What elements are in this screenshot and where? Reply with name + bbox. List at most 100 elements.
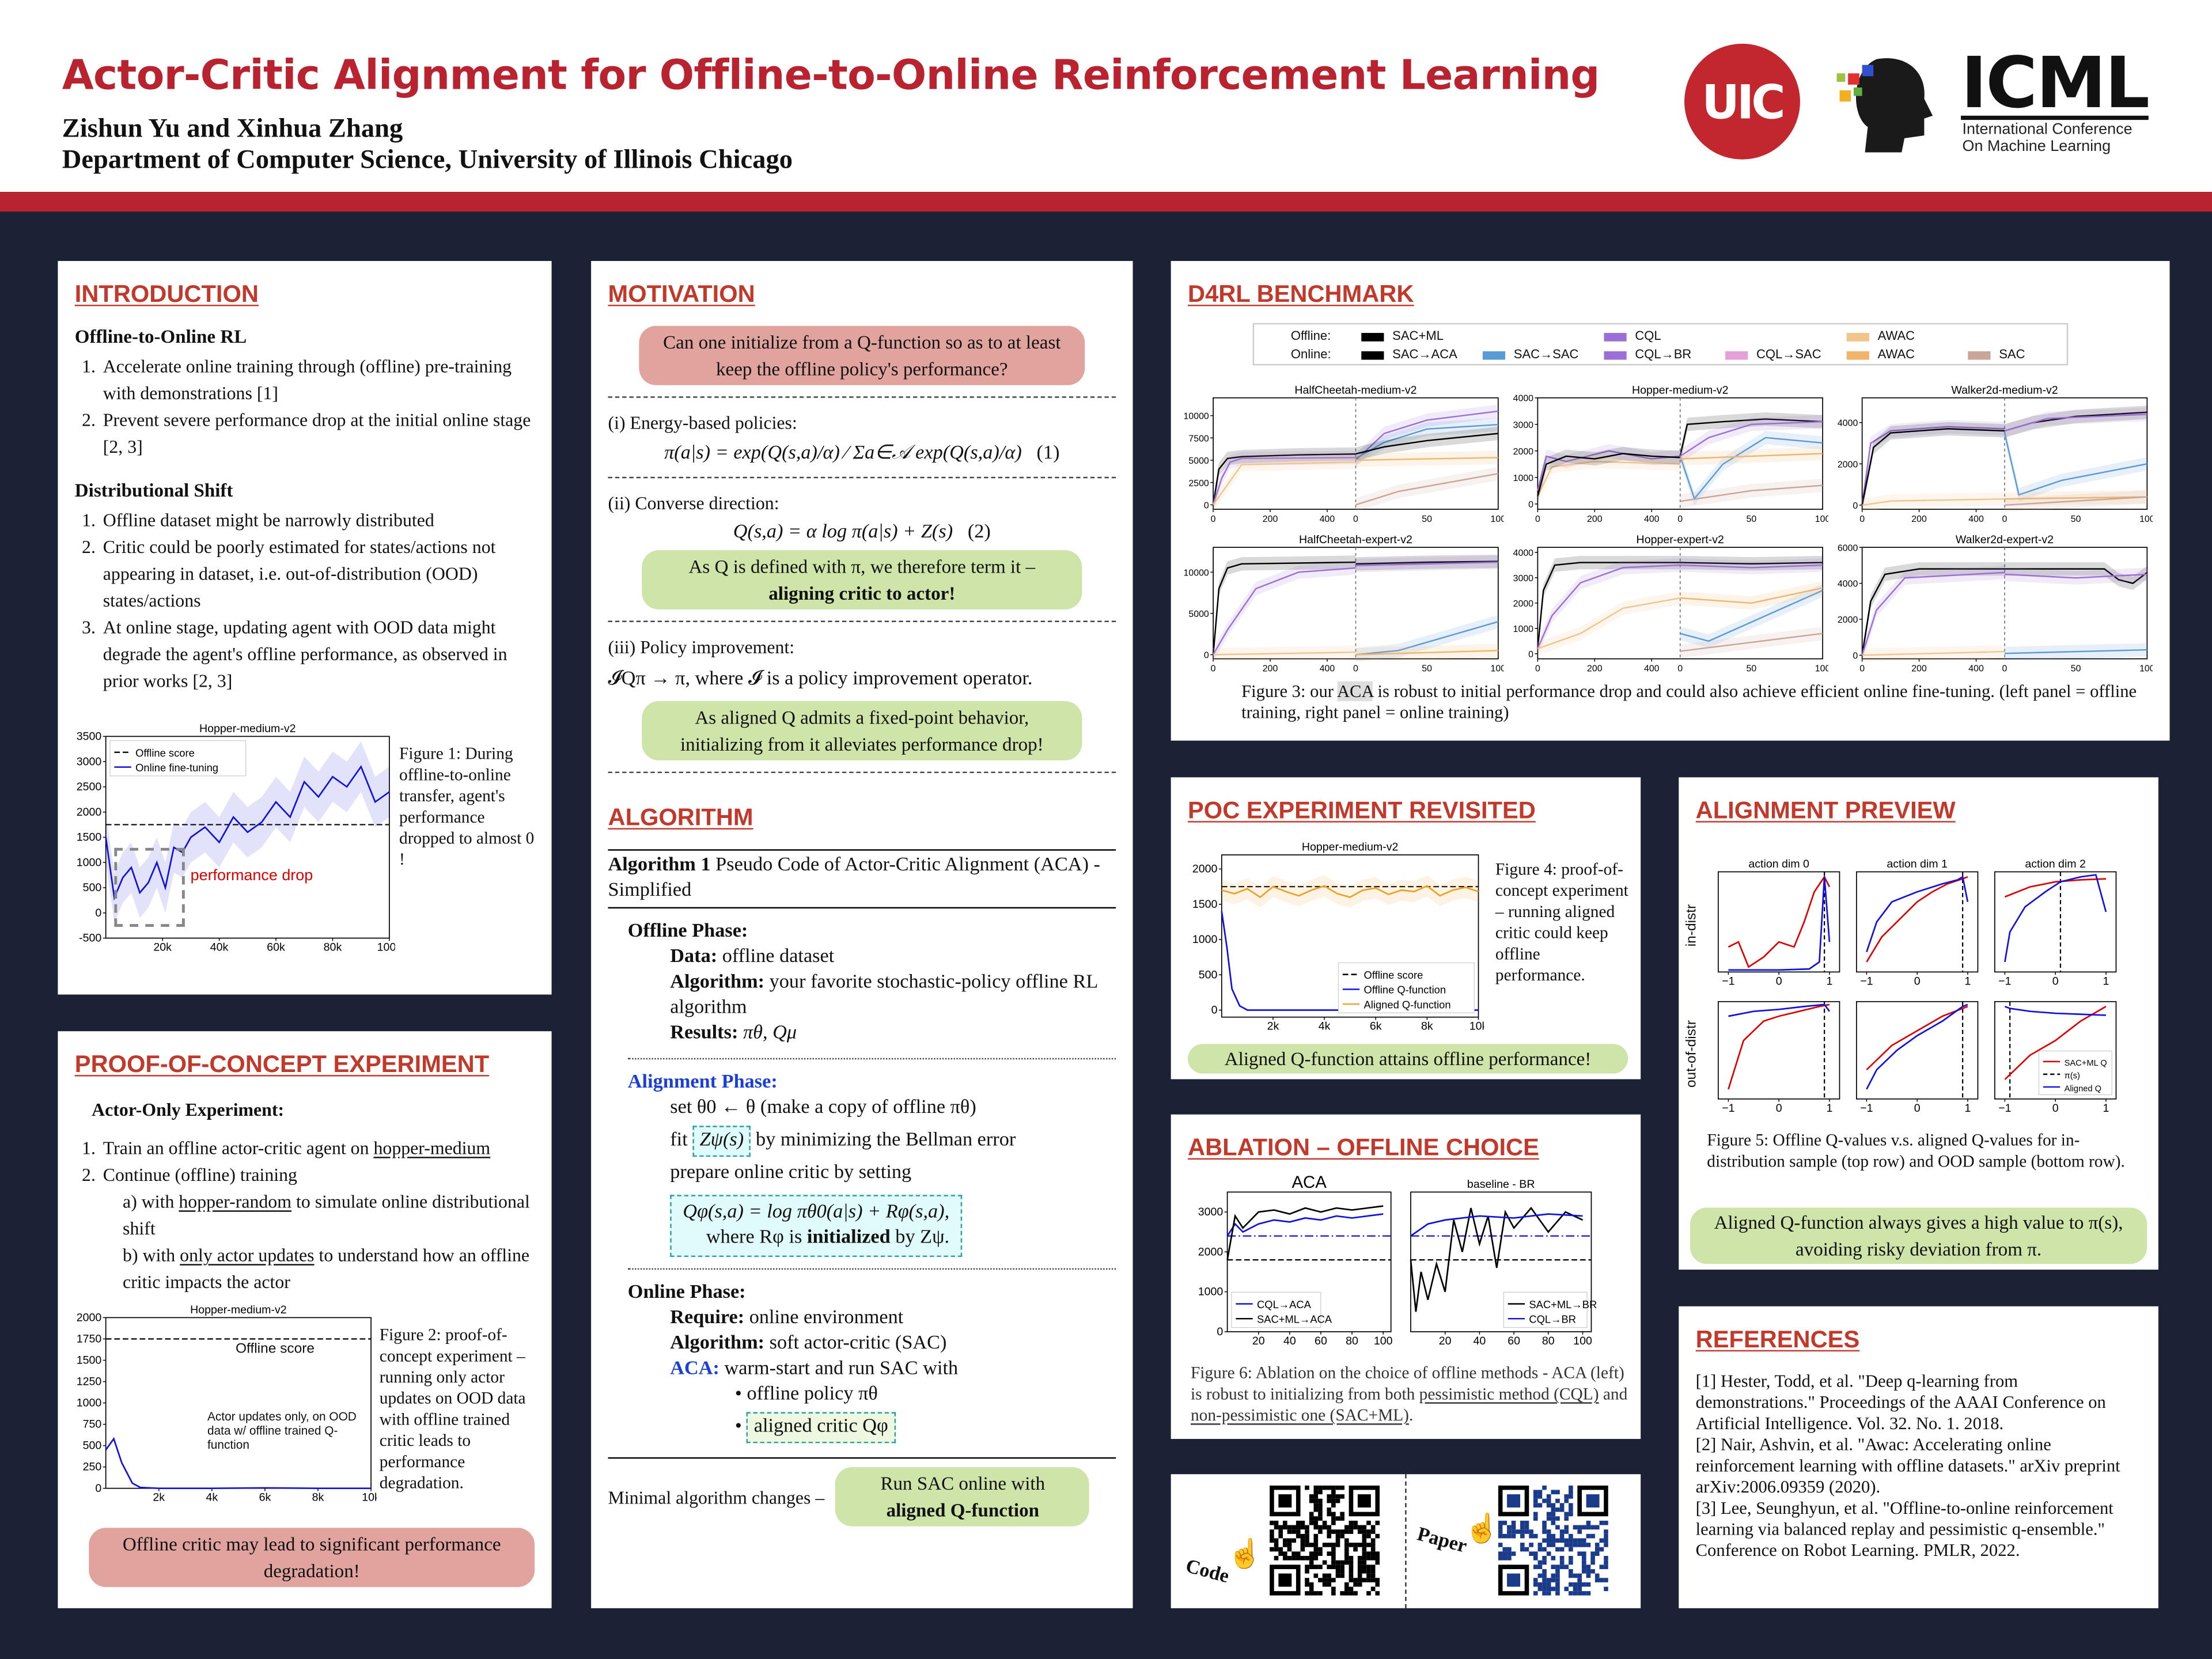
qr-module [1551,1520,1556,1525]
qr-module [1537,1573,1543,1578]
qr-module [1546,1582,1551,1587]
pointing-hand-icon: ☝ [1464,1513,1500,1545]
qr-module [1327,1507,1332,1512]
alignment-chart-2: action dim 2 −1 0 1 [1994,858,2117,987]
qr-module [1335,1485,1340,1490]
qr-module [1551,1556,1556,1560]
series-line [1728,1003,1830,1090]
qr-module [1577,1578,1582,1582]
qr-module [1278,1533,1283,1539]
x-tick-label: 1 [1964,1102,1971,1115]
y-tick-label: 2000 [1513,447,1534,457]
series-band [2005,407,2147,438]
code-qr-code[interactable] [1270,1485,1380,1596]
qr-module [1344,1529,1349,1534]
qr-module [1353,1543,1358,1547]
qr-module [1533,1503,1538,1508]
legend-entry: AWAC [1846,347,1915,361]
qr-module [1577,1538,1582,1543]
callout-high-value: Aligned Q-function always gives a high v… [1690,1207,2147,1264]
qr-module [1327,1525,1332,1530]
qr-module [1349,1569,1354,1574]
legend-entry: SAC→ACA [1361,347,1457,361]
qr-module [1296,1551,1301,1556]
x-tick-label: 0 [1353,514,1358,524]
x-tick-label: 0 [2052,975,2059,987]
qr-module [1546,1512,1551,1517]
qr-module [1300,1520,1305,1525]
chart-title: action dim 1 [1887,858,1948,870]
qr-module [1313,1551,1319,1556]
series-line-Aligned Q [2004,1005,2106,1016]
qr-module [1559,1556,1565,1560]
x-tick-label: 0 [1535,514,1540,524]
qr-module [1313,1490,1319,1495]
series-line [1680,564,1823,569]
x-tick-label: −1 [1722,975,1734,987]
paper-qr-code[interactable] [1498,1485,1608,1596]
d4rl-chart-halfcheetah-expert-v2: HalfCheetah-expert-v2 0 5000 10000 0 200 400 0 5… [1184,533,1504,674]
qr-module [1537,1582,1543,1587]
qr-module [1274,1547,1279,1552]
x-tick-label: 20 [1439,1335,1452,1347]
qr-module [1573,1586,1578,1592]
section-title: MOTIVATION [608,281,755,308]
x-tick-label: 200 [1263,664,1278,674]
series-band [1537,454,1680,503]
ablation-panel: ABLATION – OFFLINE CHOICE ACA 0 1000 2000 30… [1171,1114,1641,1439]
y-tick-label: 0 [1204,501,1209,510]
series-line-Aligned Q-function [1221,885,1479,899]
x-tick-label: 6k [259,1491,271,1504]
legend-label: Offline score [135,747,195,759]
y-tick-label: 0 [1204,651,1209,661]
qr-module [1555,1547,1560,1552]
series-line [2003,433,2147,496]
poster-title: Actor-Critic Alignment for Offline-to-On… [62,51,1600,99]
introduction-panel: INTRODUCTION Offline-to-Online RL Accele… [58,261,552,995]
series-line [1537,460,1680,497]
qr-module [1362,1529,1367,1534]
qr-module [1309,1560,1314,1565]
qr-module [1318,1507,1323,1512]
qr-module [1559,1533,1565,1539]
qr-module [1507,1529,1512,1534]
qr-module [1551,1490,1556,1495]
qr-module [1569,1512,1573,1517]
qr-module [1555,1538,1560,1543]
qr-module [1375,1582,1380,1587]
qr-module [1370,1556,1376,1560]
qr-module [1586,1565,1591,1569]
qr-module [1305,1529,1309,1534]
qr-module [1594,1578,1600,1582]
qr-module [1564,1516,1569,1521]
qr-module [1599,1565,1604,1569]
section-title: REFERENCES [1695,1326,1860,1353]
qr-module [1564,1565,1569,1569]
qr-module [1278,1529,1283,1534]
qr-module [1362,1543,1367,1547]
qr-module [1318,1551,1323,1556]
qr-module [1604,1556,1608,1560]
qr-module [1581,1543,1586,1547]
qr-module [1577,1586,1582,1592]
series-band [1862,422,2005,512]
plot-frame [1994,871,2117,973]
series-line [1861,428,2005,506]
x-tick-label: 60k [267,941,285,954]
divider [1405,1474,1407,1608]
qr-module [1542,1586,1547,1592]
qr-module [1569,1547,1573,1552]
qr-module [1278,1551,1283,1556]
qr-module [1542,1529,1547,1534]
qr-module [1335,1498,1340,1503]
qr-module [1564,1512,1569,1517]
qr-module [1318,1516,1323,1521]
qr-module [1362,1547,1367,1552]
series-line [1537,453,1680,497]
qr-module [1318,1565,1323,1569]
qr-module [1331,1485,1336,1490]
series-band [1680,479,1823,508]
series-line [1212,457,1356,505]
qr-module [1318,1512,1323,1517]
legend-label: SAC+ML→BR [1529,1298,1597,1310]
